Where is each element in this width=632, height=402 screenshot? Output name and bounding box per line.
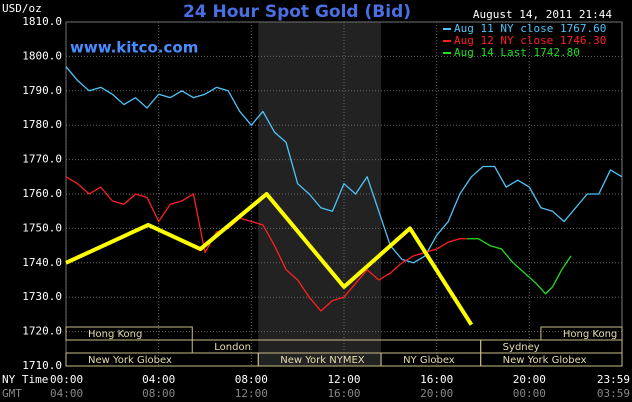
session-label: New York Globex	[88, 355, 172, 366]
gmt-tick-label: 00:00	[513, 387, 546, 400]
x-tick-label: 12:00	[327, 373, 360, 386]
site-label: www.kitco.com	[70, 39, 198, 57]
gmt-label: GMT	[2, 387, 22, 400]
session-box	[65, 326, 193, 341]
y-unit: USD/oz	[2, 2, 42, 15]
gmt-tick-label: 12:00	[235, 387, 268, 400]
gmt-tick-label: 03:59	[597, 387, 630, 400]
ny-time-label: NY Time	[2, 373, 48, 386]
y-tick-label: 1710.0	[22, 359, 62, 372]
x-tick-label: 16:00	[420, 373, 453, 386]
y-tick-label: 1800.0	[22, 49, 62, 62]
y-tick-label: 1780.0	[22, 118, 62, 131]
gmt-tick-label: 20:00	[420, 387, 453, 400]
y-tick-label: 1760.0	[22, 187, 62, 200]
x-tick-label: 23:59	[597, 373, 630, 386]
session-label: Hong Kong	[88, 329, 142, 340]
chart-title: 24 Hour Spot Gold (Bid)	[183, 2, 411, 22]
y-tick-label: 1790.0	[22, 84, 62, 97]
gmt-tick-label: 08:00	[142, 387, 175, 400]
y-tick-label: 1740.0	[22, 256, 62, 269]
y-tick-label: 1770.0	[22, 153, 62, 166]
x-tick-label: 04:00	[142, 373, 175, 386]
legend-label: Aug 14 Last 1742.80	[454, 46, 580, 59]
legend-label: Aug 12 NY close 1746.30	[454, 34, 606, 47]
session-label: Hong Kong	[563, 329, 617, 340]
price-line	[65, 176, 467, 312]
session-label: Sydney	[503, 342, 540, 353]
legend-label: Aug 11 NY close 1767.60	[454, 22, 606, 35]
y-tick-label: 1750.0	[22, 221, 62, 234]
gmt-tick-label: 04:00	[50, 387, 83, 400]
x-tick-label: 08:00	[235, 373, 268, 386]
x-tick-label: 00:00	[50, 373, 83, 386]
y-tick-label: 1810.0	[22, 15, 62, 28]
y-tick-label: 1730.0	[22, 290, 62, 303]
gmt-tick-label: 16:00	[327, 387, 360, 400]
session-label: New York NYMEX	[280, 355, 365, 366]
session-label: New York Globex	[503, 355, 587, 366]
y-tick-label: 1720.0	[22, 325, 62, 338]
session-box	[480, 352, 623, 367]
x-tick-label: 20:00	[513, 373, 546, 386]
timestamp: August 14, 2011 21:44	[473, 8, 612, 21]
session-label: NY Globex	[403, 355, 455, 366]
price-line	[65, 66, 623, 264]
trend-line	[65, 192, 474, 326]
price-line	[466, 238, 572, 295]
session-label: London	[214, 342, 251, 353]
